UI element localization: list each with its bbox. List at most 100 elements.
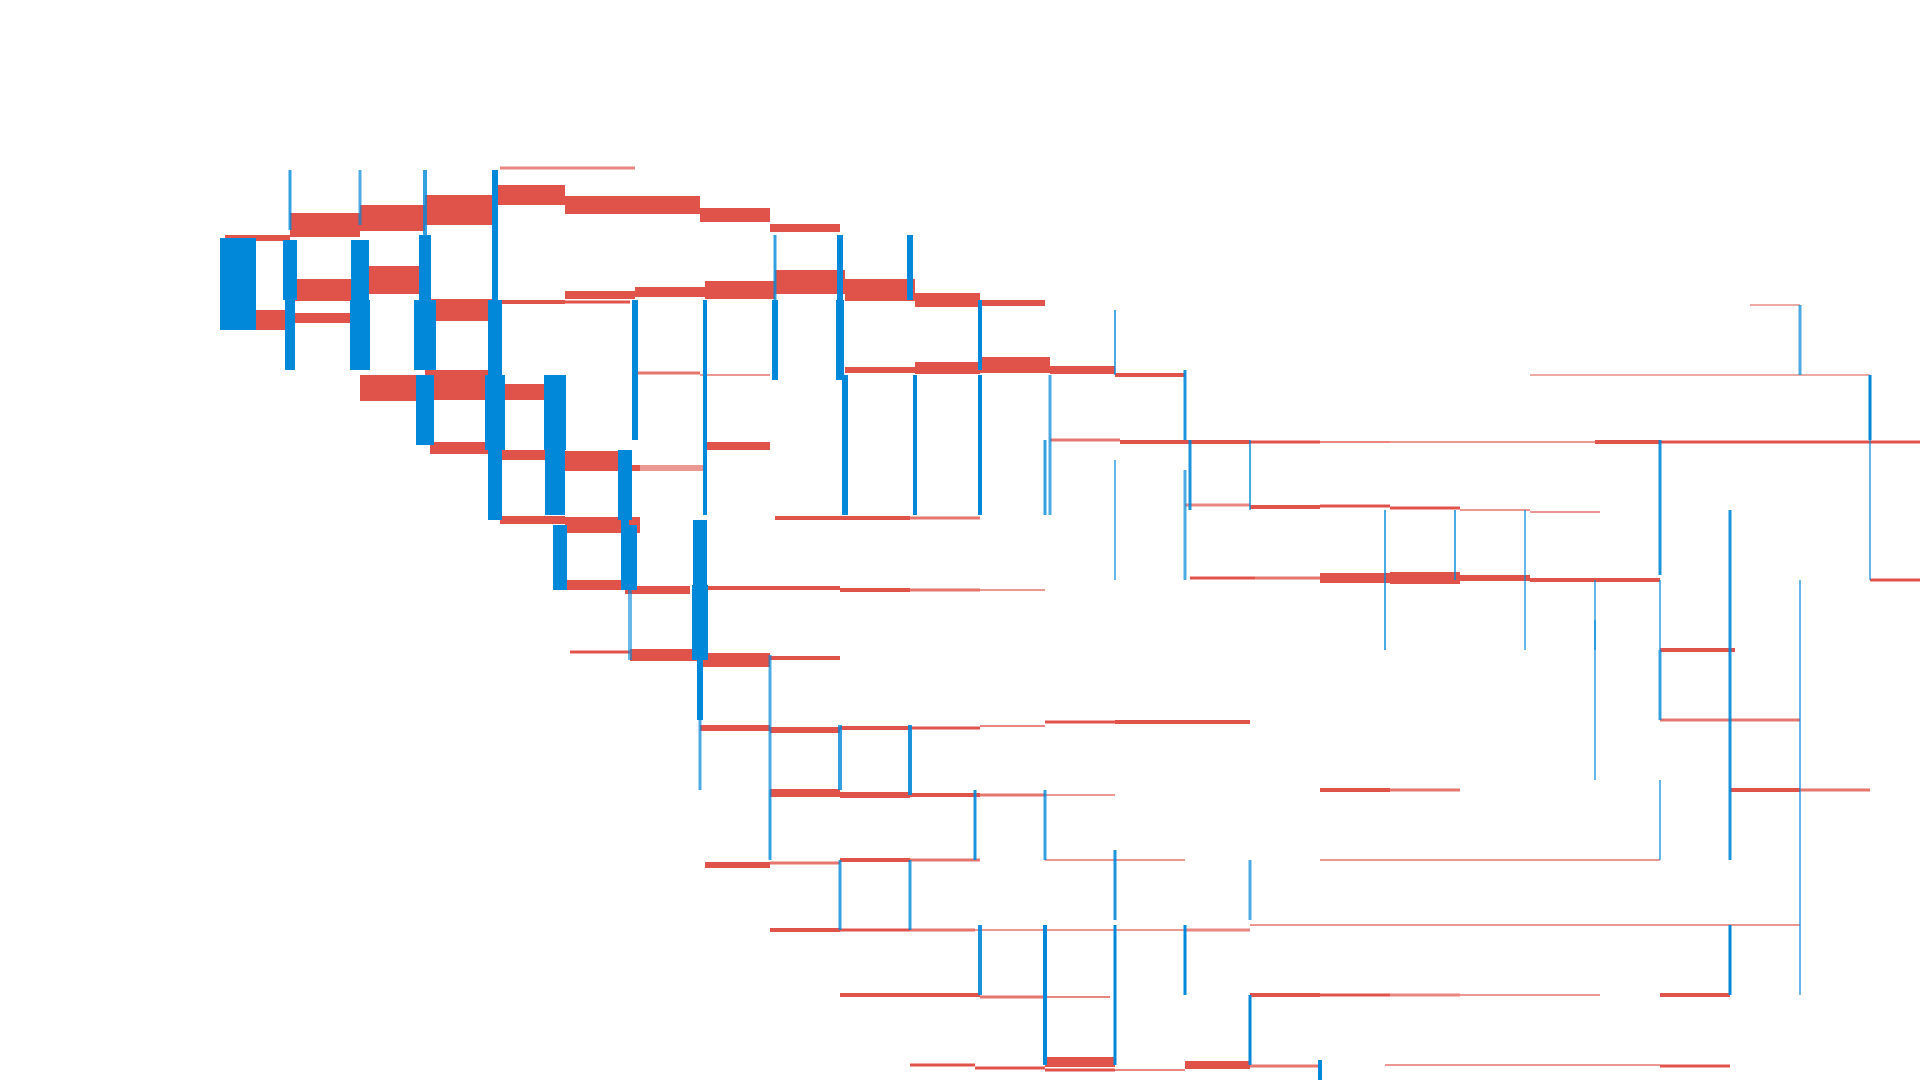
horizontal-edge (625, 586, 690, 594)
vertical-edge (772, 300, 778, 380)
vertical-edge (350, 300, 370, 370)
vertical-edge (414, 300, 436, 370)
horizontal-edge (1320, 924, 1390, 926)
horizontal-edge (1660, 440, 1730, 444)
vertical-edge (423, 170, 427, 240)
vertical-edge (703, 300, 707, 515)
horizontal-edge (1250, 1064, 1320, 1068)
horizontal-edge (1800, 374, 1870, 376)
horizontal-edge (770, 727, 840, 733)
vertical-edge (838, 725, 842, 790)
vertical-edge (1113, 850, 1117, 920)
horizontal-edge (700, 208, 770, 222)
horizontal-edge (910, 858, 980, 862)
horizontal-edge (1390, 572, 1460, 584)
vertical-edge (1868, 375, 1872, 440)
horizontal-edge (1730, 924, 1800, 926)
vertical-edge (545, 450, 565, 515)
horizontal-edge (1800, 788, 1870, 792)
vertical-edge (358, 170, 362, 225)
horizontal-edge (1320, 993, 1390, 997)
horizontal-edge (1115, 373, 1185, 377)
horizontal-edge (1190, 576, 1255, 580)
vertical-edge (416, 375, 434, 445)
horizontal-edge (635, 287, 705, 297)
vertical-edge (1043, 440, 1047, 515)
horizontal-edge (1460, 509, 1530, 511)
vertical-edge (553, 525, 567, 590)
horizontal-edge (635, 371, 700, 375)
horizontal-edge (1390, 859, 1460, 861)
vertical-edge (623, 525, 637, 590)
horizontal-edge (770, 656, 840, 660)
horizontal-edge (1320, 441, 1390, 443)
horizontal-edge (1460, 859, 1530, 861)
vertical-edge (1799, 860, 1801, 995)
vertical-edge (628, 590, 632, 660)
vertical-edge (1869, 440, 1871, 580)
horizontal-edge (1530, 511, 1600, 513)
horizontal-edge (270, 313, 360, 323)
horizontal-edge (1730, 440, 1800, 444)
horizontal-edge (225, 235, 290, 241)
horizontal-edge (495, 384, 555, 400)
horizontal-edge (565, 196, 700, 214)
horizontal-edge (1385, 1064, 1455, 1066)
horizontal-edge (500, 166, 635, 170)
horizontal-edge (1120, 440, 1185, 444)
vertical-edge (842, 375, 848, 515)
vertical-edge (978, 300, 982, 370)
vertical-edge (1248, 860, 1252, 920)
horizontal-edge (980, 995, 1045, 999)
horizontal-edge (1185, 1061, 1250, 1069)
vertical-edge (1114, 310, 1116, 375)
horizontal-edge (845, 516, 910, 520)
horizontal-edge (910, 588, 980, 592)
horizontal-edge (1600, 859, 1660, 861)
horizontal-edge (980, 300, 1045, 306)
horizontal-edge (1115, 1069, 1185, 1071)
horizontal-edge (1660, 718, 1730, 722)
vertical-edge (913, 375, 917, 515)
horizontal-edge (1660, 648, 1735, 652)
horizontal-edge (1185, 928, 1250, 932)
vertical-edge (632, 300, 638, 440)
horizontal-edge (1460, 441, 1530, 443)
horizontal-edge (1320, 573, 1390, 583)
vertical-edge (1183, 470, 1187, 580)
horizontal-edge (630, 649, 700, 661)
vertical-edge (351, 240, 369, 300)
horizontal-edge (1870, 440, 1920, 444)
horizontal-edge (1460, 924, 1530, 926)
horizontal-edge (360, 379, 425, 401)
vertical-edge (1659, 780, 1661, 860)
vertical-edge (1799, 580, 1801, 860)
horizontal-edge (1460, 575, 1530, 581)
vertical-edge (1658, 650, 1662, 720)
horizontal-edge (1530, 924, 1600, 926)
horizontal-edge (1045, 929, 1115, 931)
horizontal-edge (770, 224, 840, 232)
horizontal-edge (840, 792, 910, 798)
horizontal-edge (1800, 440, 1870, 444)
vertical-edge (283, 240, 297, 300)
horizontal-edge (915, 362, 980, 374)
horizontal-edge (565, 300, 630, 304)
horizontal-edge (700, 374, 770, 376)
horizontal-edge (1870, 578, 1920, 582)
horizontal-edge (1660, 1064, 1730, 1068)
horizontal-edge (1530, 374, 1650, 376)
horizontal-edge (1390, 924, 1460, 926)
horizontal-edge (1320, 788, 1390, 792)
vertical-edge (1318, 1060, 1322, 1080)
horizontal-edge (1045, 720, 1115, 724)
horizontal-edge (980, 793, 1045, 797)
horizontal-edge (1460, 994, 1530, 996)
vertical-edge (1114, 460, 1116, 580)
vertical-edge (908, 725, 912, 795)
horizontal-edge (910, 993, 980, 997)
vertical-edge (836, 300, 844, 380)
vertical-edge (978, 375, 982, 445)
horizontal-edge (910, 793, 980, 797)
horizontal-edge (1320, 859, 1390, 861)
